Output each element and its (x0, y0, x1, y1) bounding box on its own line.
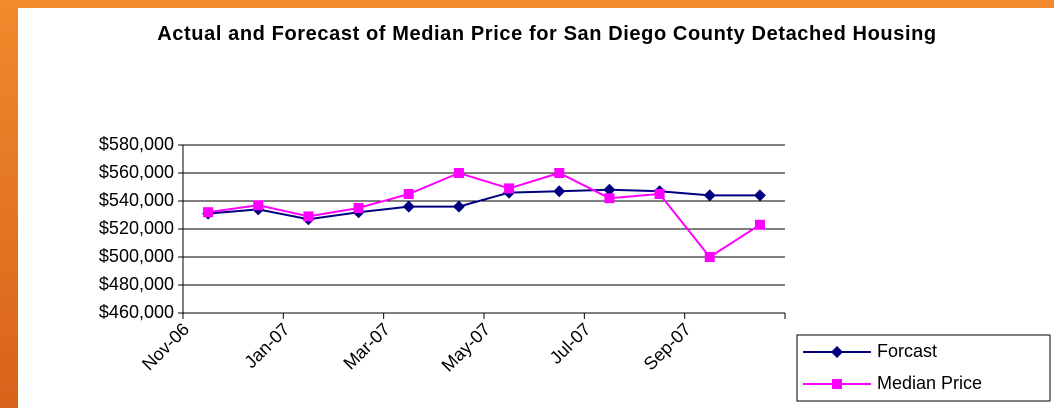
y-tick-label: $460,000 (99, 302, 174, 322)
marker (704, 252, 715, 262)
marker (832, 379, 842, 389)
chart-title: Actual and Forecast of Median Price for … (157, 23, 937, 45)
series-line (207, 188, 760, 221)
marker (753, 189, 766, 202)
marker (353, 203, 364, 213)
y-tick-label: $560,000 (99, 162, 174, 182)
legend-box (796, 334, 1051, 402)
legend-label: Median Price (877, 373, 982, 393)
y-tick-label: $520,000 (99, 218, 174, 238)
y-tick-label: $480,000 (99, 274, 174, 294)
marker (703, 189, 716, 202)
marker (504, 183, 515, 194)
marker (452, 200, 465, 213)
marker (603, 183, 616, 196)
marker (654, 189, 665, 199)
marker (831, 346, 843, 358)
marker (403, 189, 414, 199)
y-tick-label: $540,000 (99, 190, 174, 210)
legend-label: Forcast (877, 341, 937, 361)
marker (203, 207, 214, 218)
marker (402, 200, 415, 213)
marker (253, 200, 264, 211)
y-tick-label: $500,000 (99, 246, 174, 266)
marker (754, 219, 765, 230)
marker (604, 193, 615, 204)
marker (453, 168, 464, 178)
marker (303, 211, 314, 222)
y-tick-label: $580,000 (99, 134, 174, 154)
marker (553, 185, 566, 198)
marker (554, 168, 565, 178)
series-line (207, 171, 761, 259)
